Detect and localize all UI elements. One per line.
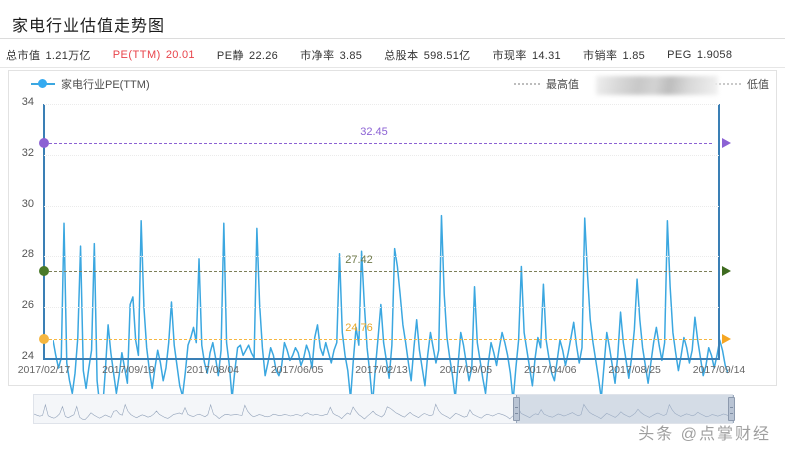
stat-item-7: PEG 1.9058 [667, 49, 732, 61]
legend-item-low[interactable]: 低值 [715, 71, 769, 97]
x-axis-tick-2: 2017/08/04 [186, 364, 240, 376]
legend-item-series[interactable]: 家电行业PE(TTM) [31, 71, 150, 97]
x-axis-tick-8: 2017/09/14 [692, 364, 746, 376]
chart-legend: 家电行业PE(TTM) 最高值 低值 [9, 71, 778, 97]
legend-dashed-line-icon [514, 83, 540, 85]
legend-series-label: 家电行业PE(TTM) [61, 79, 150, 91]
reference-dashed-line [44, 143, 712, 145]
reference-arrow-icon [722, 266, 731, 277]
reference-value-label-avg: 27.42 [345, 254, 373, 267]
stat-value: 598.51亿 [423, 50, 471, 62]
stat-item-5: 市现率 14.31 [492, 47, 561, 63]
stat-value: 22.26 [249, 50, 279, 62]
legend-dashed-line-icon-low [715, 83, 741, 85]
stat-key: 市现率 [492, 50, 527, 62]
reference-dashed-line [44, 338, 712, 340]
legend-high-label: 最高值 [546, 79, 579, 91]
datazoom-polyline [34, 403, 732, 420]
reference-arrow-icon [722, 333, 731, 344]
gridline [44, 104, 719, 106]
series-polyline [53, 214, 728, 410]
gridline [44, 256, 719, 258]
y-axis-tick-32: 32 [21, 146, 34, 159]
reference-start-dot [39, 266, 49, 277]
reference-value-label-high: 32.45 [360, 126, 388, 139]
stat-item-1: PE(TTM) 20.01 [113, 49, 195, 61]
gridline [44, 154, 719, 157]
reference-start-dot [39, 333, 49, 344]
stat-item-3: 市净率 3.85 [300, 47, 362, 63]
reference-value-label-low: 24.76 [345, 321, 373, 334]
x-axis-tick-5: 2017/09/05 [439, 364, 493, 376]
reference-start-dot [39, 138, 49, 149]
stat-value: 3.85 [339, 50, 363, 62]
stat-key: 市净率 [300, 50, 335, 62]
y-axis-tick-26: 26 [21, 299, 34, 312]
page-header: 家电行业估值走势图 [0, 8, 785, 38]
stat-value: 14.31 [531, 50, 561, 62]
stat-value: 1.9058 [696, 49, 733, 61]
y-axis-labels: 24 26 28 30 32 34 [0, 96, 40, 371]
statistics-bar: 总市值 1.21万亿 PE(TTM) 20.01 PE静 22.26 市净率 3.85 总股本 5… [0, 44, 785, 66]
legend-low-label: 低值 [747, 79, 769, 91]
stat-key: 总市值 [6, 50, 41, 62]
stat-key: PE(TTM) [112, 49, 161, 61]
x-axis-tick-7: 2017/08/25 [608, 364, 661, 376]
datazoom-handle-left[interactable] [512, 397, 520, 421]
y-axis-right-line [718, 104, 720, 359]
stat-key: 市销率 [582, 50, 618, 62]
stats-divider [0, 67, 785, 68]
watermark: 头条 @点掌财经 [638, 426, 771, 443]
y-axis-tick-30: 30 [21, 197, 34, 210]
x-axis-tick-4: 2017/02/13 [355, 364, 408, 376]
stat-item-4: 总股本 598.51亿 [384, 47, 470, 63]
chart-container: 家电行业PE(TTM) 最高值 低值 [8, 70, 778, 410]
datazoom-preview-chart [34, 403, 732, 420]
redacted-legend-region [596, 76, 718, 95]
page-title: 家电行业估值走势图 [12, 18, 166, 35]
series-line-chart [53, 214, 728, 410]
stat-key: 总股本 [384, 50, 419, 62]
x-axis-tick-3: 2017/06/05 [270, 364, 324, 376]
stat-key: PE静 [216, 50, 245, 62]
x-axis-labels: 2017/02/17 2017/09/19 2017/08/04 2017/06/05… [0, 364, 785, 382]
y-axis-tick-24: 24 [21, 350, 34, 362]
stat-value: 1.21万亿 [45, 50, 91, 62]
x-axis-line [43, 358, 720, 360]
legend-line-icon [31, 79, 55, 88]
stat-item-0: 总市值 1.21万亿 [6, 47, 91, 63]
stat-item-2: PE静 22.26 [217, 47, 278, 63]
stat-item-6: 市销率 1.85 [583, 47, 645, 63]
y-axis-tick-34: 34 [21, 96, 34, 108]
x-axis-tick-0: 2017/02/17 [17, 364, 71, 376]
plot-area [53, 175, 728, 429]
reference-arrow-icon [722, 138, 731, 149]
stat-value: 1.85 [622, 50, 646, 62]
gridline [44, 307, 719, 309]
gridline [44, 205, 719, 208]
y-axis-tick-28: 28 [21, 248, 34, 261]
legend-item-high[interactable]: 最高值 [514, 71, 579, 97]
datazoom-selection[interactable] [515, 395, 734, 423]
y-axis-line [43, 104, 45, 359]
reference-dashed-line [44, 271, 712, 273]
stat-value: 20.01 [165, 49, 195, 61]
datazoom-handle-right[interactable] [728, 397, 735, 421]
datazoom-slider[interactable] [33, 394, 735, 424]
title-divider [0, 38, 785, 39]
stat-key: PEG [667, 49, 692, 61]
x-axis-tick-6: 2017/04/06 [523, 364, 577, 376]
x-axis-tick-1: 2017/09/19 [102, 364, 155, 376]
